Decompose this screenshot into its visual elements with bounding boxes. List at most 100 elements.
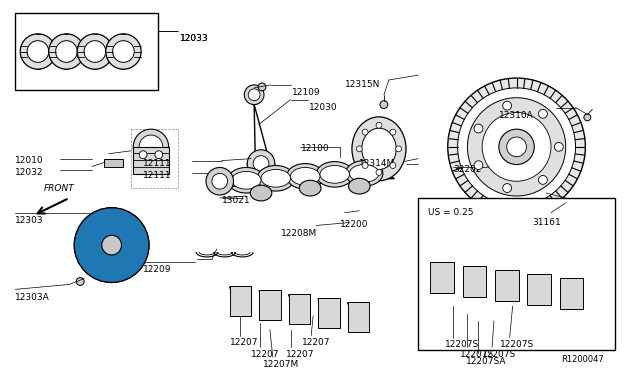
Text: 12208M: 12208M [281,230,317,238]
Circle shape [106,34,141,69]
Bar [289,294,310,324]
Bar [348,302,369,331]
Ellipse shape [300,180,321,196]
Circle shape [77,34,113,69]
Text: 12207: 12207 [252,350,280,359]
Text: 12200: 12200 [340,219,368,228]
Text: 12314M: 12314M [359,158,396,168]
Bar [259,290,281,320]
Text: 12209: 12209 [143,265,172,274]
Text: 12207: 12207 [302,337,331,346]
Text: 12111: 12111 [143,171,172,180]
Text: 12100: 12100 [301,144,330,153]
Circle shape [244,85,264,105]
Circle shape [248,89,260,101]
Circle shape [482,112,551,181]
Ellipse shape [349,178,370,194]
Circle shape [376,170,382,175]
Circle shape [507,137,526,157]
Circle shape [396,146,401,152]
Bar [133,147,169,174]
Ellipse shape [261,170,291,187]
Text: 12030: 12030 [309,103,338,112]
Circle shape [258,83,266,91]
Circle shape [113,41,134,62]
Circle shape [503,184,511,192]
Text: 13021: 13021 [221,196,250,205]
Ellipse shape [287,164,324,189]
Circle shape [139,151,147,158]
Circle shape [467,98,566,196]
Text: 12207: 12207 [230,337,258,346]
Circle shape [206,167,234,195]
Circle shape [448,78,586,216]
Circle shape [90,224,133,267]
Circle shape [155,151,163,158]
Text: 12303A: 12303A [15,293,50,302]
Circle shape [584,114,591,121]
Bar [131,129,179,188]
Bar [318,298,340,328]
Bar [527,274,551,305]
Text: 12033: 12033 [179,34,208,43]
Text: 32202: 32202 [454,164,482,174]
Circle shape [49,34,84,69]
Circle shape [390,163,396,169]
Ellipse shape [232,171,261,189]
Ellipse shape [228,167,265,193]
Ellipse shape [250,185,272,201]
Circle shape [74,208,149,282]
Bar [495,270,518,301]
Text: 12303: 12303 [15,216,44,225]
Circle shape [84,218,139,273]
Circle shape [376,122,382,128]
Ellipse shape [291,167,320,185]
Text: 12207SA: 12207SA [465,357,506,366]
Circle shape [474,124,483,133]
Circle shape [380,101,388,109]
Text: 12033: 12033 [179,34,208,43]
Ellipse shape [346,161,383,186]
Text: 12032: 12032 [15,169,44,177]
Circle shape [503,101,511,110]
Circle shape [538,109,547,118]
Ellipse shape [257,166,294,191]
Circle shape [76,278,84,285]
Ellipse shape [320,166,349,183]
Circle shape [356,146,362,152]
Circle shape [212,173,228,189]
Text: 12207S: 12207S [460,350,494,359]
Circle shape [362,129,368,135]
Bar [104,158,124,167]
Bar [419,198,615,350]
Circle shape [102,235,122,255]
Text: FRONT: FRONT [44,184,75,193]
Text: 12207S: 12207S [445,340,479,349]
Circle shape [554,142,563,151]
Text: 12207: 12207 [285,350,314,359]
Text: R1200047: R1200047 [561,355,604,364]
Text: 12310A: 12310A [499,112,534,121]
Circle shape [253,156,269,171]
Circle shape [20,34,56,69]
Text: 12207S: 12207S [500,340,534,349]
Circle shape [27,41,49,62]
Text: 31161: 31161 [532,218,561,227]
Circle shape [139,135,163,158]
Circle shape [56,41,77,62]
Circle shape [247,150,275,177]
Bar [230,286,252,316]
Text: 12207M: 12207M [263,360,300,369]
Circle shape [499,129,534,164]
Circle shape [84,41,106,62]
Circle shape [74,208,149,282]
Circle shape [96,230,127,261]
Bar [463,266,486,297]
Bar [15,13,158,90]
Circle shape [133,129,169,164]
Circle shape [390,129,396,135]
Bar [560,278,584,309]
Circle shape [362,163,368,169]
Text: 12111: 12111 [143,158,172,168]
Text: US = 0.25: US = 0.25 [428,208,474,217]
